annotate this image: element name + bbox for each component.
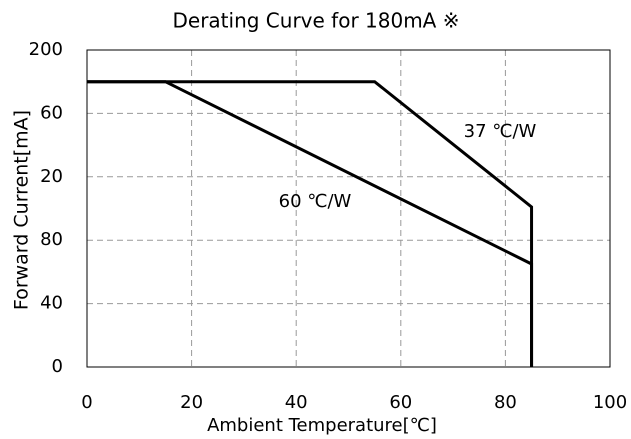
x-tick-label: 20 (180, 392, 203, 413)
x-tick-label: 80 (494, 392, 517, 413)
x-tick-label: 100 (593, 392, 627, 413)
y-axis-label: Forward Current[mA] (11, 110, 33, 310)
y-tick-label: 0 (52, 356, 63, 377)
x-tick-label: 40 (285, 392, 308, 413)
plot-frame (86, 49, 611, 368)
chart-title: Derating Curve for 180mA ※ (173, 9, 460, 33)
data-line (87, 80, 534, 367)
y-tick-label: 60 (40, 102, 63, 123)
series-label: 37 ℃/W (464, 121, 537, 142)
x-axis-label: Ambient Temperature[℃] (207, 415, 437, 436)
y-tick-label: 80 (40, 229, 63, 250)
x-tick-label: 60 (389, 392, 412, 413)
y-tick-label: 40 (40, 293, 63, 314)
y-tick-label: 200 (29, 39, 63, 60)
series-label: 60 ℃/W (279, 191, 352, 212)
x-tick-label: 0 (81, 392, 92, 413)
y-tick-label: 20 (40, 166, 63, 187)
